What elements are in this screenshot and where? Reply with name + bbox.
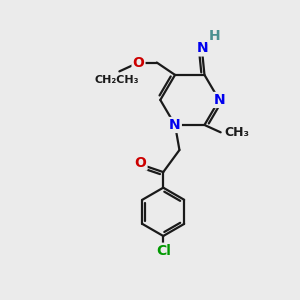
Text: N: N — [169, 118, 181, 132]
Text: N: N — [213, 93, 225, 107]
Text: H: H — [209, 29, 220, 43]
Text: CH₃: CH₃ — [224, 126, 249, 139]
Text: Cl: Cl — [156, 244, 171, 258]
Text: O: O — [133, 56, 145, 70]
Text: N: N — [196, 41, 208, 56]
Text: CH₂CH₃: CH₂CH₃ — [95, 75, 139, 85]
Text: O: O — [135, 156, 146, 170]
